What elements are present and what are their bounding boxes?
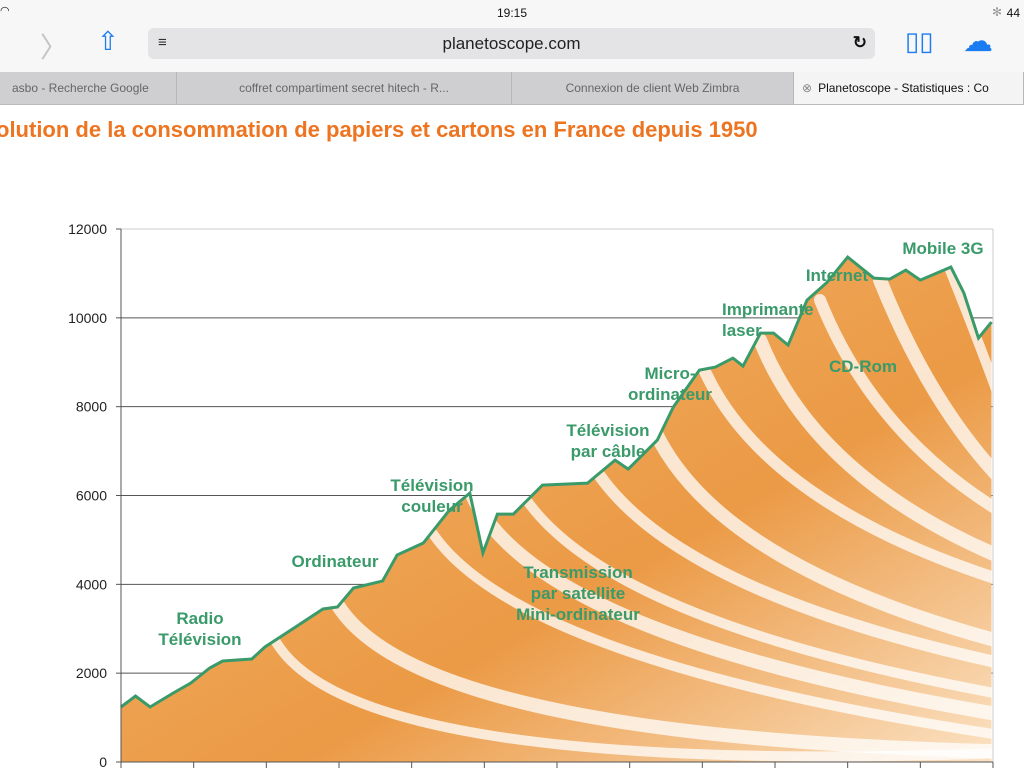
decorative-arc (873, 273, 992, 517)
reload-icon[interactable]: ↻ (852, 33, 867, 52)
decorative-arc (463, 483, 992, 727)
y-tick-label: 8000 (76, 399, 107, 415)
annotation-internet: Internet (806, 266, 869, 285)
decorative-arc (753, 333, 992, 577)
decorative-arc (694, 354, 992, 596)
y-tick-label: 4000 (76, 576, 107, 592)
annotation-radio-television: Radio Télévision (158, 609, 241, 649)
share-icon[interactable]: ⇧ (97, 26, 119, 56)
annotation-imprimante-laser: Imprimante laser (722, 300, 814, 340)
decorative-arc (505, 465, 992, 705)
tab-coffret[interactable]: coffret compartiment secret hitech - R..… (177, 72, 512, 104)
annotation-micro-ordinateur: Micro-ordinateur (628, 364, 712, 404)
status-bar: ◠ 19:15 ✻ 44 (0, 0, 1024, 24)
decorative-arc (323, 583, 992, 759)
series-line (120, 254, 993, 709)
page-title: olution de la consommation de papiers et… (0, 117, 758, 142)
decorative-arc (814, 294, 992, 536)
decorative-arc (265, 625, 992, 762)
reader-list-icon[interactable]: ≡ (158, 34, 167, 51)
icloud-tabs-icon[interactable]: ☁ (963, 25, 993, 58)
status-time: 19:15 (496, 6, 528, 20)
browser-toolbar: 〉 ⇧ ≡ planetoscope.com ↻ ▯▯ ☁ (0, 24, 1024, 72)
y-tick-label: 0 (99, 754, 107, 768)
tab-label: Planetoscope - Statistiques : Co (818, 81, 989, 95)
battery-level: 44 (1006, 6, 1020, 20)
y-tick-label: 10000 (68, 310, 107, 326)
decorative-arc (574, 434, 992, 676)
y-tick-label: 6000 (76, 488, 107, 504)
consumption-chart: 0 2000 4000 6000 8000 10000 12000 Radio Télévis… (68, 221, 994, 768)
tab-zimbra[interactable]: Connexion de client Web Zimbra (512, 72, 794, 104)
close-tab-icon[interactable]: ⊗ (802, 81, 813, 95)
annotation-transmission-satellite: Transmission par satellite Mini-ordinateur (516, 563, 640, 624)
decorative-arc (415, 505, 992, 745)
bluetooth-icon: ✻ (991, 5, 1002, 19)
bookmarks-icon[interactable]: ▯▯ (905, 26, 934, 56)
annotation-television-couleur: Télévision couleur (390, 476, 473, 516)
url-text[interactable]: planetoscope.com (442, 34, 581, 53)
address-bar[interactable]: ≡ planetoscope.com ↻ (148, 28, 875, 59)
tab-asbo[interactable]: asbo - Recherche Google (0, 72, 177, 104)
annotation-mobile-3g: Mobile 3G (902, 239, 983, 258)
forward-icon[interactable]: 〉 (40, 32, 69, 63)
y-tick-label: 2000 (76, 665, 107, 681)
wifi-icon: ◠ (0, 5, 10, 17)
tab-bar: asbo - Recherche Google coffret comparti… (0, 72, 1024, 105)
annotation-cd-rom: CD-Rom (829, 357, 897, 376)
tab-planetoscope[interactable]: ⊗ Planetoscope - Statistiques : Co (794, 72, 1024, 104)
annotation-ordinateur: Ordinateur (292, 552, 379, 571)
decorative-arc (643, 413, 992, 657)
decorative-arc (945, 265, 992, 505)
annotation-television-cable: Télévision par câble (566, 421, 649, 461)
y-tick-label: 12000 (68, 221, 107, 237)
